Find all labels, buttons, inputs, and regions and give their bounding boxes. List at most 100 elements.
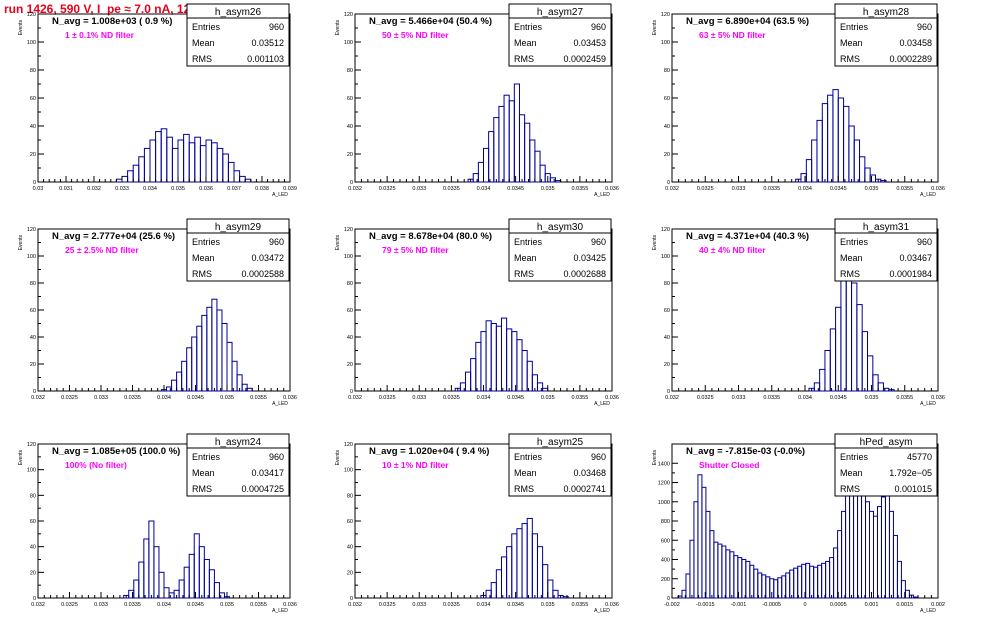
stats-entries-label: Entries <box>514 22 543 32</box>
y-tick-label: 0 <box>350 389 353 395</box>
histogram-bin <box>226 341 233 392</box>
stats-mean-label: Mean <box>840 253 863 263</box>
x-tick-label: 0.0325 <box>61 602 78 608</box>
histogram-bin <box>884 491 890 599</box>
y-tick-label: 60 <box>30 308 36 314</box>
histogram-bin <box>811 139 818 183</box>
x-axis-label: A_LED <box>920 608 936 614</box>
histogram-bin <box>829 557 835 599</box>
y-axis-label: Events <box>335 20 341 36</box>
histogram-bin <box>143 147 151 183</box>
x-tick-label: 0.034 <box>477 602 491 608</box>
histogram-bin <box>904 589 910 599</box>
y-tick-label: 120 <box>344 12 353 18</box>
x-tick-label: 0.0335 <box>763 186 780 192</box>
histogram-bin <box>193 533 200 599</box>
histogram-bin <box>149 139 157 183</box>
x-tick-label: 0.0345 <box>187 602 204 608</box>
histogram-bin <box>705 510 711 599</box>
x-tick-label: 0.036 <box>283 395 297 401</box>
histogram-bin <box>825 560 831 599</box>
stats-mean-label: Mean <box>840 38 863 48</box>
x-tick-label: 0.036 <box>283 602 297 608</box>
stats-box <box>508 232 612 282</box>
histogram-bin <box>793 567 799 599</box>
x-tick-label: 0.035 <box>541 395 555 401</box>
histogram-bin <box>211 142 218 183</box>
histogram-bin <box>227 161 235 183</box>
y-axis-label: Events <box>335 235 341 251</box>
x-tick-label: 0.0355 <box>571 186 588 192</box>
histogram-bin <box>869 174 876 183</box>
histogram-bin <box>697 474 703 599</box>
x-tick-label: 0.0345 <box>507 395 524 401</box>
y-tick-label: 120 <box>344 442 353 448</box>
histogram-bin <box>554 180 562 183</box>
x-axis-label: A_LED <box>594 608 610 614</box>
x-tick-label: 0.0325 <box>697 395 714 401</box>
histogram-bin <box>542 387 549 392</box>
y-tick-label: 60 <box>347 308 353 314</box>
x-tick-label: 0.001 <box>865 602 879 608</box>
histogram-bin <box>805 159 813 183</box>
histogram-bin <box>176 371 183 392</box>
stats-title: h_asym31 <box>863 222 910 233</box>
x-tick-label: 0.0335 <box>124 602 141 608</box>
x-tick-label: 0.035 <box>220 602 234 608</box>
histogram-bin <box>194 136 201 183</box>
stats-rms-label: RMS <box>514 484 534 494</box>
filter-annotation: 100% (No filter) <box>65 460 127 470</box>
stats-mean-label: Mean <box>514 253 537 263</box>
histogram-bin <box>465 371 472 392</box>
stats-entries-label: Entries <box>840 237 869 247</box>
x-tick-label: 0.002 <box>931 602 945 608</box>
x-axis-label: A_LED <box>920 192 936 198</box>
x-tick-label: 0.0335 <box>443 602 460 608</box>
x-tick-label: 0.034 <box>157 395 171 401</box>
stats-title: h_asym24 <box>215 437 262 448</box>
histogram-bin <box>518 114 526 183</box>
y-tick-label: 80 <box>347 493 353 499</box>
histogram-bin <box>506 328 513 392</box>
histogram-bin <box>529 139 536 183</box>
histogram-bin <box>485 320 492 392</box>
stats-mean-value: 0.03472 <box>251 253 284 263</box>
histogram-bin <box>536 382 544 392</box>
histogram-bin <box>231 360 238 392</box>
x-tick-label: 0.033 <box>732 395 746 401</box>
histogram-bin <box>138 561 145 599</box>
histogram-bin <box>115 178 123 183</box>
y-tick-label: 100 <box>27 468 36 474</box>
histogram-bin <box>521 523 528 599</box>
x-axis-label: A_LED <box>920 401 936 407</box>
histogram-panel: 0 20 40 60 80 100 120 0.032 0.0325 0.033 0.0335 0.0… <box>652 218 945 407</box>
x-tick-label: 0.0345 <box>187 395 204 401</box>
stats-title: h_asym27 <box>537 7 584 18</box>
y-tick-label: 100 <box>661 254 670 260</box>
histogram-bin <box>198 546 205 599</box>
x-tick-label: 0.0355 <box>896 186 913 192</box>
histogram-bin <box>892 534 898 599</box>
y-tick-label: 120 <box>27 227 36 233</box>
x-tick-label: 0.038 <box>255 186 269 192</box>
filter-annotation: 50 ± 5% ND filter <box>382 30 449 40</box>
run-title: run 1426, 590 V, I_pe ≈ 7.0 nA, 120 Hz <box>4 2 215 16</box>
x-axis-label: A_LED <box>272 401 288 407</box>
histogram-bin <box>459 382 467 392</box>
stats-title: h_asym29 <box>215 222 262 233</box>
stats-entries-value: 960 <box>917 22 932 32</box>
stats-mean-value: 0.03467 <box>899 253 932 263</box>
stats-rms-label: RMS <box>840 484 860 494</box>
y-tick-label: 0 <box>33 389 36 395</box>
histogram-bin <box>773 579 779 599</box>
filter-annotation: 25 ± 2.5% ND filter <box>65 245 139 255</box>
histogram-bin <box>534 150 541 183</box>
histogram-bin <box>483 147 490 183</box>
histogram-bin <box>516 339 523 392</box>
y-tick-label: 20 <box>30 152 36 158</box>
x-axis-label: A_LED <box>594 192 610 198</box>
histogram-panel: 0 200 400 600 800 1000 1200 1400 -0.002 -0.0015 -0… <box>652 433 945 614</box>
histogram-bin <box>689 539 695 599</box>
histogram-bin <box>872 515 878 599</box>
stats-mean-value: 0.03468 <box>573 468 606 478</box>
